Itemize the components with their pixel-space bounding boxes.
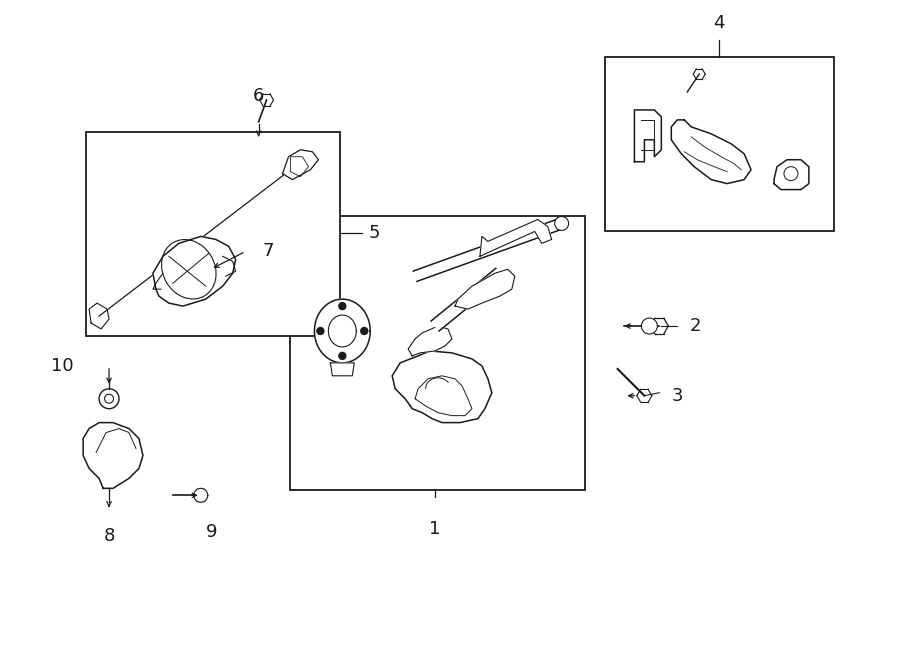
Polygon shape [671, 120, 752, 184]
Bar [605, 57, 833, 231]
Polygon shape [634, 110, 662, 162]
Text: 7: 7 [263, 243, 274, 260]
Circle shape [784, 167, 798, 180]
Circle shape [317, 327, 324, 334]
Text: 6: 6 [253, 87, 265, 105]
Polygon shape [408, 326, 452, 356]
Circle shape [554, 217, 569, 231]
Polygon shape [314, 299, 370, 363]
Polygon shape [330, 363, 355, 376]
Text: 1: 1 [429, 520, 441, 538]
Text: 2: 2 [689, 317, 701, 335]
Circle shape [194, 488, 208, 502]
Polygon shape [480, 219, 552, 256]
Text: 4: 4 [714, 15, 724, 32]
Bar [86, 132, 340, 336]
Polygon shape [455, 269, 515, 309]
Text: 5: 5 [368, 225, 380, 243]
Polygon shape [283, 150, 319, 180]
Text: 3: 3 [671, 387, 683, 405]
Circle shape [104, 394, 113, 403]
Polygon shape [431, 268, 504, 331]
Polygon shape [153, 237, 236, 306]
Polygon shape [392, 351, 492, 422]
Circle shape [338, 303, 346, 309]
Circle shape [338, 352, 346, 360]
Circle shape [99, 389, 119, 408]
Text: 8: 8 [104, 527, 114, 545]
Polygon shape [83, 422, 143, 488]
Circle shape [361, 327, 368, 334]
Bar [291, 217, 585, 490]
Text: 9: 9 [206, 523, 217, 541]
Polygon shape [413, 218, 563, 282]
Text: 10: 10 [50, 357, 73, 375]
Polygon shape [774, 160, 809, 190]
Circle shape [642, 318, 657, 334]
